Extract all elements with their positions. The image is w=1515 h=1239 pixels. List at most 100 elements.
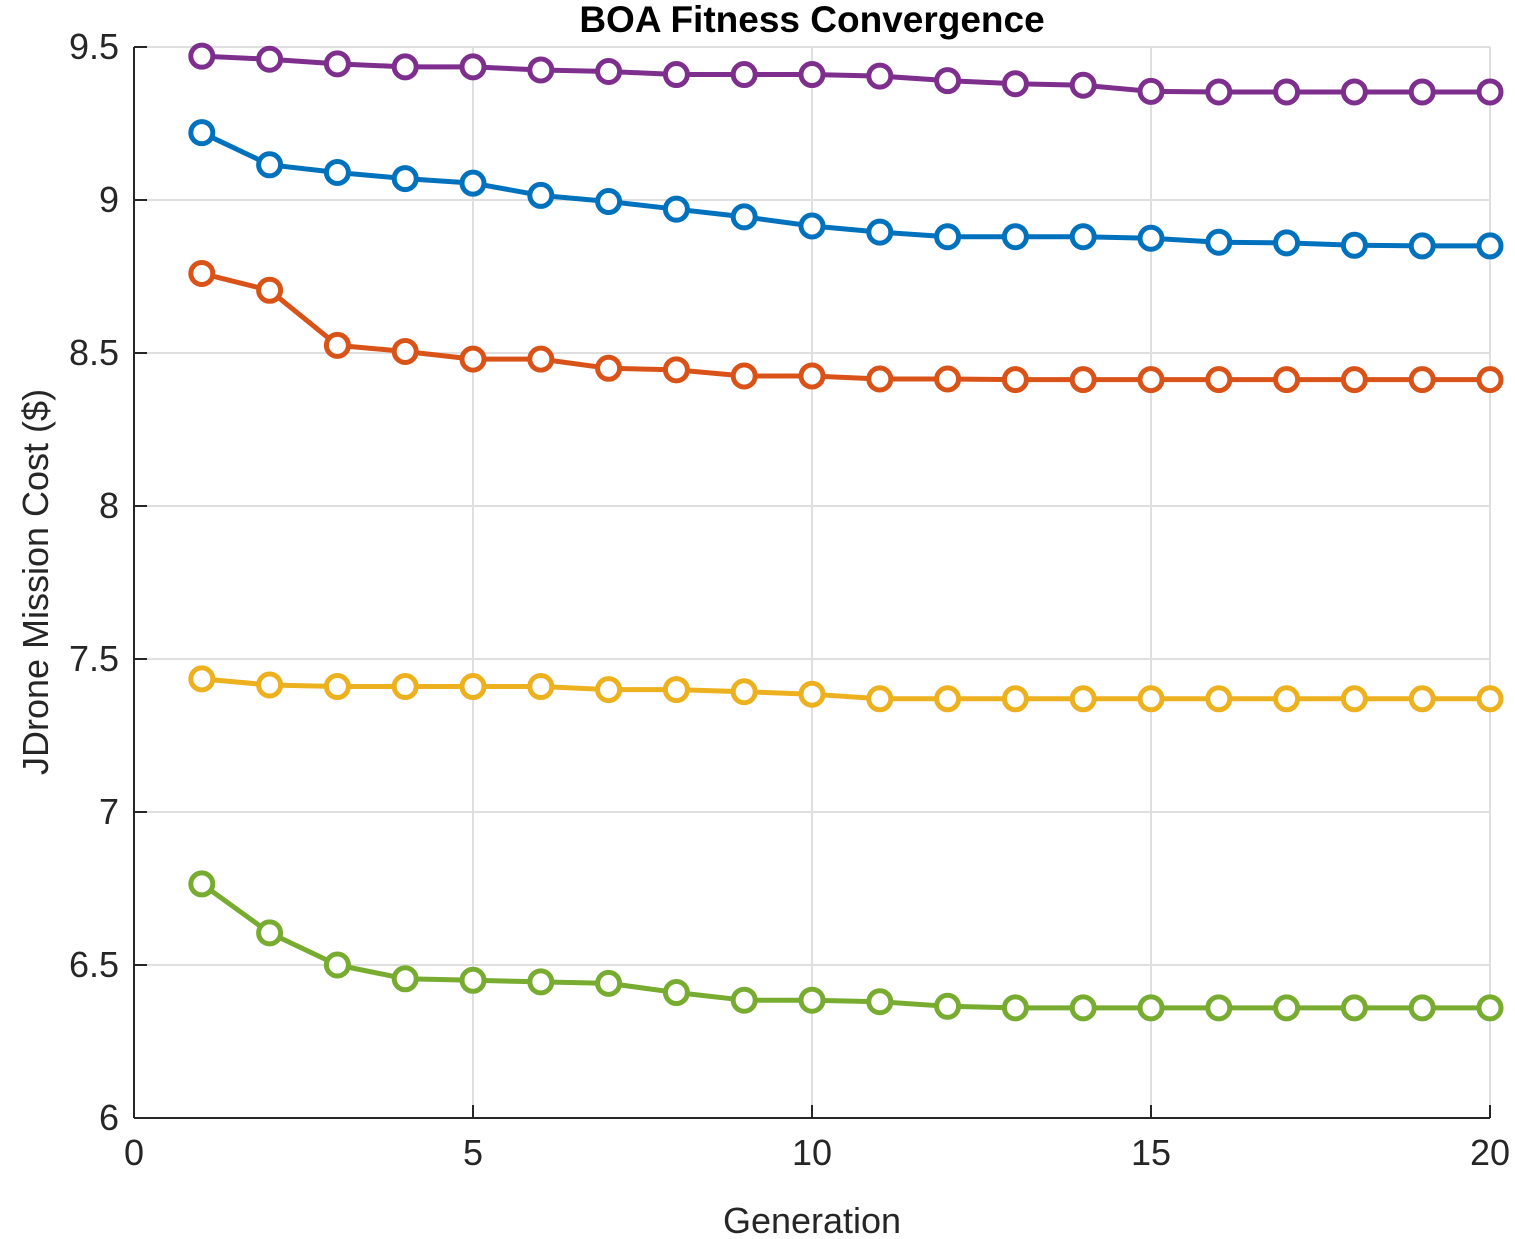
data-point (1408, 232, 1436, 260)
series-3 (188, 259, 1504, 394)
data-point (1340, 231, 1368, 259)
data-point (662, 356, 690, 384)
data-point (798, 61, 826, 89)
data-point (798, 986, 826, 1014)
data-point (595, 354, 623, 382)
data-point (1069, 223, 1097, 251)
data-point (730, 203, 758, 231)
data-point (1069, 366, 1097, 394)
data-point (1137, 77, 1165, 105)
data-point (1340, 994, 1368, 1022)
data-point (1205, 78, 1233, 106)
data-point (934, 365, 962, 393)
data-point (1001, 685, 1029, 713)
data-point (459, 53, 487, 81)
data-point (1408, 366, 1436, 394)
data-point (391, 337, 419, 365)
data-point (256, 45, 284, 73)
series-4 (188, 665, 1504, 713)
series-5 (188, 870, 1504, 1022)
data-point (934, 685, 962, 713)
x-tick-label: 5 (463, 1132, 483, 1173)
data-point (866, 365, 894, 393)
data-point (391, 965, 419, 993)
data-point (595, 676, 623, 704)
data-point (866, 685, 894, 713)
data-point (595, 57, 623, 85)
data-point (1476, 78, 1504, 106)
data-point (1137, 366, 1165, 394)
data-point (866, 62, 894, 90)
data-point (866, 988, 894, 1016)
data-point (391, 673, 419, 701)
data-point (527, 673, 555, 701)
x-ticks: 0 5 10 15 20 (124, 1105, 1510, 1173)
data-point (595, 188, 623, 216)
data-point (188, 665, 216, 693)
data-point (459, 169, 487, 197)
data-point (1069, 994, 1097, 1022)
data-point (1408, 78, 1436, 106)
data-point (323, 158, 351, 186)
y-tick-label: 7.5 (69, 638, 119, 679)
data-point (256, 276, 284, 304)
data-point (1137, 994, 1165, 1022)
data-point (662, 195, 690, 223)
y-tick-label: 9 (99, 179, 119, 220)
data-point (1205, 366, 1233, 394)
data-point (323, 331, 351, 359)
data-point (866, 218, 894, 246)
data-point (459, 673, 487, 701)
series-1 (188, 42, 1504, 106)
chart-title: BOA Fitness Convergence (579, 0, 1044, 40)
data-point (459, 966, 487, 994)
data-point (730, 678, 758, 706)
data-point (662, 676, 690, 704)
data-point (730, 61, 758, 89)
series (188, 42, 1504, 1022)
x-tick-label: 10 (792, 1132, 832, 1173)
data-point (323, 951, 351, 979)
data-point (1001, 70, 1029, 98)
data-point (1408, 994, 1436, 1022)
data-point (1408, 685, 1436, 713)
data-point (459, 345, 487, 373)
data-point (1273, 994, 1301, 1022)
data-point (1069, 685, 1097, 713)
data-point (1476, 366, 1504, 394)
data-point (527, 968, 555, 996)
data-point (798, 212, 826, 240)
data-point (256, 151, 284, 179)
data-point (1340, 366, 1368, 394)
data-point (1273, 685, 1301, 713)
data-point (188, 259, 216, 287)
data-point (1476, 685, 1504, 713)
data-point (1273, 78, 1301, 106)
y-tick-label: 6 (99, 1097, 119, 1138)
data-point (1273, 229, 1301, 257)
y-ticks: 6 6.5 7 7.5 8 8.5 9 9.5 (69, 26, 147, 1138)
data-point (662, 61, 690, 89)
data-point (1137, 224, 1165, 252)
data-point (798, 362, 826, 390)
data-point (527, 181, 555, 209)
data-point (662, 979, 690, 1007)
y-tick-label: 9.5 (69, 26, 119, 67)
data-point (1273, 366, 1301, 394)
data-point (1205, 685, 1233, 713)
data-point (323, 673, 351, 701)
data-point (934, 223, 962, 251)
x-axis-title: Generation (723, 1200, 901, 1239)
data-point (798, 680, 826, 708)
series-2 (188, 119, 1504, 260)
data-point (1069, 71, 1097, 99)
data-point (1476, 994, 1504, 1022)
data-point (595, 969, 623, 997)
data-point (256, 671, 284, 699)
data-point (1205, 228, 1233, 256)
x-tick-label: 0 (124, 1132, 144, 1173)
data-point (391, 53, 419, 81)
data-point (527, 56, 555, 84)
y-tick-label: 8.5 (69, 332, 119, 373)
